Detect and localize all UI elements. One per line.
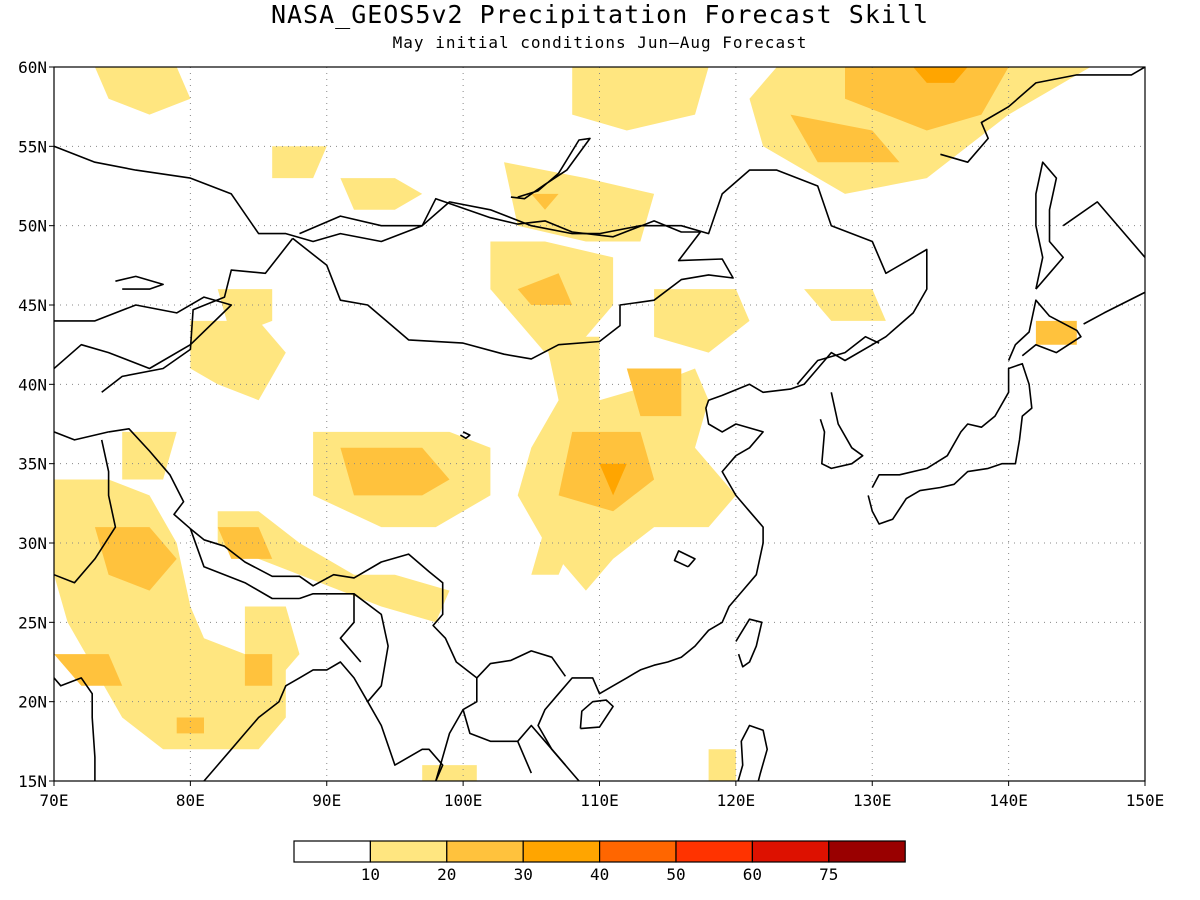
skill-region bbox=[176, 717, 204, 734]
skill-region bbox=[244, 654, 273, 686]
skill-region bbox=[217, 511, 450, 623]
country-border bbox=[796, 335, 880, 385]
coastline bbox=[1035, 161, 1064, 290]
lon-tick-label: 70E bbox=[40, 791, 69, 810]
lat-tick-label: 15N bbox=[18, 772, 47, 791]
skill-region bbox=[531, 193, 559, 210]
country-border bbox=[54, 431, 109, 441]
colorbar-swatch bbox=[675, 840, 754, 863]
lon-tick-label: 130E bbox=[853, 791, 892, 810]
colorbar-label: 75 bbox=[819, 865, 838, 884]
country-border bbox=[435, 709, 464, 781]
lon-tick-label: 100E bbox=[444, 791, 483, 810]
skill-region bbox=[272, 146, 327, 179]
colorbar-label: 60 bbox=[743, 865, 762, 884]
colorbar-label: 20 bbox=[437, 865, 456, 884]
skill-region bbox=[790, 114, 900, 163]
colorbar-swatch bbox=[446, 840, 524, 863]
lon-tick-label: 150E bbox=[1126, 791, 1165, 810]
colorbar-swatch bbox=[828, 840, 906, 863]
colorbar-swatch bbox=[522, 840, 601, 863]
skill-region bbox=[626, 368, 682, 417]
skill-region bbox=[708, 749, 736, 781]
skill-region bbox=[913, 67, 968, 83]
skill-region bbox=[1035, 320, 1077, 345]
colorbar-label: 10 bbox=[361, 865, 380, 884]
skill-region bbox=[340, 447, 450, 496]
country-border bbox=[353, 593, 389, 703]
country-border bbox=[299, 593, 362, 663]
skill-region bbox=[654, 289, 750, 353]
coastline bbox=[673, 550, 696, 568]
coastline bbox=[1062, 201, 1145, 258]
coastline bbox=[54, 677, 96, 781]
colorbar-label: 40 bbox=[590, 865, 609, 884]
coastline bbox=[54, 296, 233, 370]
coastline bbox=[735, 618, 763, 668]
coastline bbox=[1007, 299, 1082, 361]
map-title: NASA_GEOS5v2 Precipitation Forecast Skil… bbox=[270, 0, 930, 29]
country-border bbox=[108, 428, 567, 679]
skill-region bbox=[804, 289, 886, 321]
lat-tick-label: 40N bbox=[18, 375, 47, 394]
lat-tick-label: 35N bbox=[18, 455, 47, 474]
coastline bbox=[510, 137, 591, 200]
skill-region bbox=[531, 527, 573, 575]
skill-region bbox=[190, 320, 286, 401]
coastline bbox=[940, 67, 1145, 163]
skill-region bbox=[340, 178, 423, 210]
colorbar-label: 50 bbox=[666, 865, 685, 884]
coastline bbox=[54, 145, 928, 781]
skill-region bbox=[572, 67, 709, 131]
lat-tick-label: 50N bbox=[18, 217, 47, 236]
coastlines-and-borders bbox=[54, 67, 1145, 781]
colorbar-swatch bbox=[369, 840, 448, 863]
skill-region bbox=[599, 463, 627, 496]
lat-tick-label: 30N bbox=[18, 534, 47, 553]
lon-tick-label: 80E bbox=[176, 791, 205, 810]
skill-region bbox=[94, 67, 191, 115]
lon-tick-label: 140E bbox=[989, 791, 1028, 810]
country-border bbox=[189, 528, 300, 600]
map-subtitle: May initial conditions Jun—Aug Forecast bbox=[392, 33, 808, 52]
lat-tick-label: 20N bbox=[18, 693, 47, 712]
lake-outline bbox=[115, 275, 164, 290]
coastline bbox=[1083, 291, 1145, 325]
country-border bbox=[292, 197, 734, 360]
colorbar-label: 30 bbox=[514, 865, 533, 884]
skill-region bbox=[422, 765, 477, 781]
lake-outline bbox=[459, 431, 471, 440]
lon-tick-label: 90E bbox=[312, 791, 341, 810]
skill-shading bbox=[54, 67, 1091, 781]
coastline bbox=[819, 392, 864, 470]
graticule bbox=[54, 67, 1145, 781]
lat-tick-label: 60N bbox=[18, 58, 47, 77]
skill-region bbox=[845, 67, 1009, 131]
lon-tick-label: 110E bbox=[580, 791, 619, 810]
coastline bbox=[737, 724, 768, 781]
country-border bbox=[517, 724, 567, 766]
coastline bbox=[579, 699, 614, 730]
lat-tick-label: 45N bbox=[18, 296, 47, 315]
lat-tick-label: 25N bbox=[18, 613, 47, 632]
lon-tick-label: 120E bbox=[717, 791, 756, 810]
skill-region bbox=[517, 273, 573, 305]
colorbar-swatch bbox=[751, 840, 830, 863]
coastline bbox=[203, 661, 444, 781]
colorbar: 10 20 30 40 50 60 75 bbox=[293, 840, 906, 884]
skill-region bbox=[54, 654, 123, 686]
colorbar-swatch bbox=[293, 840, 372, 863]
lat-tick-label: 55N bbox=[18, 137, 47, 156]
coastline bbox=[867, 362, 1033, 525]
colorbar-swatch bbox=[598, 840, 677, 863]
country-border bbox=[101, 237, 294, 393]
country-border bbox=[54, 439, 117, 584]
